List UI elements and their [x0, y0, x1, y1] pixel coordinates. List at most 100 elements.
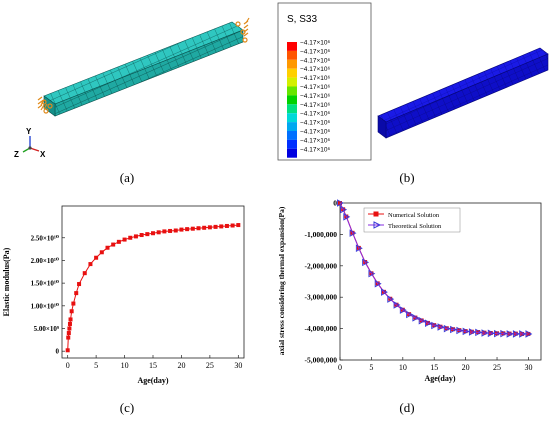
data-point — [443, 324, 451, 333]
contour-swatch — [287, 139, 297, 149]
axis-y-label: Y — [26, 127, 32, 136]
y-tick-label: -2,000,000 — [305, 261, 338, 270]
data-point — [487, 329, 495, 338]
contour-value-label: −4.17×10⁶ — [300, 93, 330, 100]
x-tick-label: 10 — [399, 363, 407, 372]
y-tick-label: -4,000,000 — [305, 324, 338, 333]
data-point — [151, 231, 155, 236]
data-point — [99, 250, 104, 255]
data-point — [406, 310, 414, 319]
contour-swatch — [287, 50, 297, 60]
blue-beam-top-face — [377, 47, 549, 123]
chart-d-ylabel: axial stress considering thermal expansi… — [277, 206, 286, 355]
contour-value-label: −4.17×10⁶ — [300, 48, 330, 55]
data-point — [207, 225, 212, 230]
chart-c: 0 5.00×10⁹ 1.00×10¹⁰ 1.50×10¹⁰ 2.00×10¹⁰ 2.50… — [2, 205, 245, 385]
data-point — [456, 326, 464, 335]
data-point — [69, 309, 74, 314]
axis-z-label: Z — [14, 150, 19, 159]
data-point — [139, 233, 144, 238]
data-point — [190, 226, 195, 231]
data-point — [399, 306, 407, 314]
contour-swatch — [287, 122, 297, 131]
data-point — [67, 326, 72, 331]
contour-value-label: −4.17×10⁶ — [300, 66, 330, 73]
data-point — [82, 271, 87, 276]
data-point — [450, 325, 458, 334]
data-point — [437, 323, 445, 331]
beam-front-face — [54, 29, 244, 117]
contour-value-labels: −4.17×10⁶−4.17×10⁶−4.17×10⁶−4.17×10⁶−4.1… — [300, 40, 330, 154]
coordinate-triad: Y Z X — [14, 127, 46, 159]
contour-value-label: −4.17×10⁶ — [300, 84, 330, 91]
data-point — [156, 230, 161, 235]
data-point — [219, 224, 224, 229]
beam-top-face — [43, 21, 244, 105]
contour-swatch — [287, 68, 297, 78]
data-point — [412, 314, 420, 322]
left-boundary-constraints — [37, 96, 53, 114]
data-point — [122, 237, 127, 242]
contour-value-label: −4.17×10⁶ — [300, 111, 330, 118]
data-point — [116, 239, 121, 244]
x-tick-label: 20 — [462, 363, 470, 372]
contour-value-label: −4.17×10⁶ — [300, 57, 330, 64]
contour-value-label: −4.17×10⁶ — [300, 75, 330, 82]
series-line — [67, 224, 239, 351]
chart-d-x-ticks: 0 5 10 15 20 25 30 — [338, 357, 532, 372]
chart-d-frame — [339, 202, 542, 361]
legend-marker-numerical — [373, 211, 379, 217]
x-tick-label: 25 — [206, 361, 214, 370]
contour-legend-title: S, S33 — [287, 14, 317, 25]
data-point — [424, 319, 432, 328]
contour-color-scale — [287, 42, 297, 158]
data-point — [67, 321, 72, 326]
data-point — [196, 226, 201, 231]
data-point — [202, 225, 207, 230]
data-point — [162, 229, 167, 234]
x-tick-label: 0 — [338, 363, 342, 372]
data-point — [526, 331, 531, 336]
contour-swatch — [287, 148, 297, 158]
chart-d: 0 -1,000,000 -2,000,000 -3,000,000 -4,000,00… — [277, 199, 542, 383]
data-point — [368, 269, 376, 278]
panel-a-model — [37, 17, 250, 117]
data-point — [74, 291, 79, 296]
chart-c-ylabel: Elastic modulus(Pa) — [2, 247, 11, 316]
panel-a-label: (a) — [120, 170, 134, 185]
chart-c-x-ticks: 0 5 10 15 20 25 30 — [66, 355, 242, 370]
data-point — [525, 330, 533, 338]
data-point — [105, 245, 110, 250]
contour-legend-box: S, S33 −4.17×10⁶−4.17×10⁶−4.17×10⁶−4.17×… — [277, 2, 372, 161]
axis-x-label: X — [40, 150, 46, 159]
data-point — [236, 223, 241, 228]
data-point — [340, 205, 348, 214]
data-point — [418, 316, 426, 325]
data-point — [374, 279, 382, 288]
legend-label-numerical: Numerical Solution — [388, 212, 440, 219]
contour-swatch — [287, 95, 297, 105]
data-point — [145, 232, 150, 237]
data-point — [337, 199, 344, 207]
data-point — [66, 331, 71, 336]
y-tick-label: 1.50×10¹⁰ — [31, 280, 59, 288]
panel-b-label: (b) — [399, 170, 414, 185]
y-tick-label: -1,000,000 — [305, 230, 338, 239]
data-point — [133, 234, 138, 239]
data-point — [230, 223, 235, 228]
blue-beam-end-face — [377, 115, 387, 139]
y-tick-label: -5,000,000 — [305, 356, 338, 365]
chart-d-xlabel: Age(day) — [424, 374, 455, 383]
data-point — [431, 321, 439, 330]
x-tick-label: 15 — [430, 363, 438, 372]
x-tick-label: 30 — [234, 361, 242, 370]
data-point — [381, 288, 388, 296]
data-point — [519, 330, 527, 338]
contour-value-label: −4.17×10⁶ — [300, 40, 330, 47]
data-point — [179, 227, 184, 232]
y-tick-label: -3,000,000 — [305, 293, 338, 302]
data-point — [213, 224, 218, 229]
contour-value-label: −4.17×10⁶ — [300, 146, 330, 153]
data-point — [500, 329, 508, 338]
x-tick-label: 0 — [66, 361, 70, 370]
